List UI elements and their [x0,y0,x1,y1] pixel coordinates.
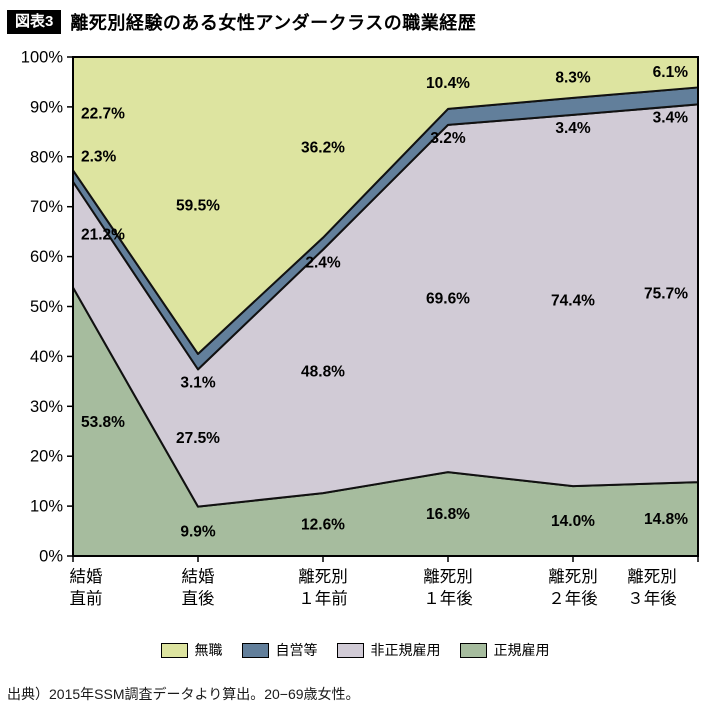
y-axis-tick-label: 80% [30,148,63,166]
legend-item-1: 自営等 [241,640,318,660]
x-axis-category-label: 離死別 [423,567,473,586]
chart-title: 離死別経験のある女性アンダークラスの職業経歴 [70,13,477,33]
data-label: 53.8% [81,414,125,431]
data-label: 36.2% [301,139,345,156]
legend-label: 無職 [194,642,223,658]
data-label: 14.8% [644,511,688,528]
data-label: 59.5% [176,197,220,214]
x-axis-category-label: 離死別 [627,567,677,586]
data-label: 16.8% [426,506,470,523]
data-label: 27.5% [176,430,220,447]
y-axis-tick-label: 100% [21,49,64,67]
data-label: 22.7% [81,106,125,123]
data-label: 8.3% [555,69,591,86]
y-axis-tick-label: 50% [30,298,63,316]
data-label: 3.2% [430,130,466,147]
x-axis-category-label: 結婚 [182,567,215,586]
data-label: 10.4% [426,75,470,92]
x-axis-category-label: 直前 [70,589,103,608]
x-axis-category-label: 離死別 [298,567,348,586]
y-axis-tick-label: 10% [30,498,63,516]
y-axis-tick-label: 30% [30,398,63,416]
y-axis-tick-label: 90% [30,98,63,116]
data-label: 6.1% [653,64,689,81]
x-axis-category-label: 離死別 [548,567,598,586]
data-label: 75.7% [644,285,688,302]
legend-label: 正規雇用 [493,642,550,658]
legend-item-2: 非正規雇用 [336,640,441,660]
legend-label: 非正規雇用 [370,642,441,658]
data-label: 3.1% [180,374,216,391]
x-axis-category-label: ３年後 [627,589,677,608]
legend-item-3: 正規雇用 [459,640,550,660]
data-label: 9.9% [180,523,216,540]
y-axis-tick-label: 20% [30,448,63,466]
x-axis-category-label: １年前 [298,589,348,608]
data-label: 12.6% [301,517,345,534]
x-axis-category-label: ２年後 [548,589,598,608]
y-axis-tick-label: 60% [30,248,63,266]
chart-header: 図表3 離死別経験のある女性アンダークラスの職業経歴 [7,9,476,35]
legend-label: 自営等 [275,642,318,658]
data-label: 3.4% [653,109,689,126]
figure-number-badge: 図表3 [7,9,62,35]
y-axis-tick-label: 70% [30,198,63,216]
y-axis-tick-label: 40% [30,348,63,366]
legend-item-0: 無職 [160,640,223,660]
legend-swatch [459,642,487,658]
y-axis-tick-label: 0% [39,548,63,566]
legend-swatch [241,642,269,658]
data-label: 21.2% [81,227,125,244]
data-label: 14.0% [551,513,595,530]
data-label: 2.4% [305,255,341,272]
x-axis-category-label: 結婚 [70,567,103,586]
source-note: 出典）2015年SSM調査データより算出。20−69歳女性。 [7,686,360,702]
data-label: 69.6% [426,291,470,308]
legend-swatch [336,642,364,658]
x-axis-category-label: 直後 [182,589,216,608]
data-label: 3.4% [555,120,591,137]
data-label: 2.3% [81,148,117,165]
data-label: 74.4% [551,293,595,310]
data-label: 48.8% [301,363,345,380]
legend-swatch [160,642,188,658]
chart-legend: 無職 自営等 非正規雇用 正規雇用 [0,640,710,660]
x-axis-category-label: １年後 [423,589,473,608]
